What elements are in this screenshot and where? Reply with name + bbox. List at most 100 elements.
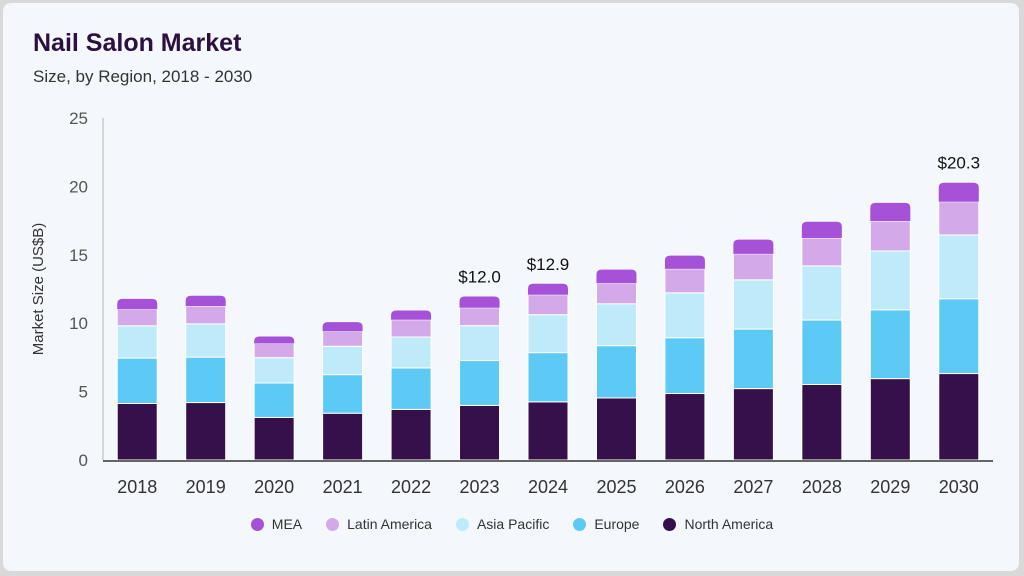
bar-segment-asia-pacific [869,250,911,311]
bar-segment-europe [527,352,569,403]
x-tick-label: 2029 [870,477,910,497]
bar-segment-mea [801,221,842,238]
bar-segment-asia-pacific [390,336,432,369]
bar-segment-asia-pacific [938,234,980,300]
bar-segment-europe [801,319,843,385]
x-tick-label: 2022 [391,477,431,497]
bar-segment-asia-pacific [459,325,501,362]
y-tick-label: 25 [69,109,88,128]
bar-segment-latin-america [869,220,911,252]
bar-segment-asia-pacific [527,314,569,354]
x-tick-label: 2026 [665,477,705,497]
bar-segment-europe [459,360,501,406]
y-axis-label: Market Size (US$B) [30,223,47,356]
bar-segment-mea [733,239,774,254]
bar-segment-asia-pacific [732,279,774,330]
bar-segment-mea [938,182,979,202]
bar-segment-north-america [390,408,432,461]
legend-label: Europe [594,516,640,532]
bar-segment-mea [391,310,432,320]
bar-segment-north-america [185,402,227,461]
bar-segment-mea [459,296,500,308]
legend-swatch [250,517,264,531]
bar-segment-latin-america [938,201,980,236]
bar-segment-mea [185,295,226,306]
bar-segment-north-america [869,378,911,461]
x-tick-label: 2018 [117,477,157,497]
y-tick-label: 20 [69,177,88,196]
bar-segment-mea [254,336,295,344]
bar-segment-north-america [459,404,501,461]
chart-card: Nail Salon Market Size, by Region, 2018 … [3,3,1019,571]
legend-label: MEA [271,516,303,532]
x-tick-label: 2027 [733,477,773,497]
y-tick-label: 15 [69,246,88,265]
bar-segment-latin-america [801,237,843,267]
bar-segment-north-america [938,373,980,461]
bar-segment-europe [390,367,432,410]
legend-swatch [663,517,677,531]
legend-swatch [573,517,587,531]
bar-segment-north-america [116,403,158,461]
bar-segment-north-america [732,388,774,461]
x-tick-label: 2023 [460,477,500,497]
bar-segment-north-america [664,393,706,461]
bar-segment-europe [938,298,980,375]
x-tick-label: 2024 [528,477,568,497]
x-tick-label: 2028 [802,477,842,497]
bar-segment-asia-pacific [185,323,227,358]
legend-label: North America [684,516,774,532]
bar-segment-latin-america [253,342,295,359]
legend-item: North America [663,516,773,532]
legend-item: Latin America [326,516,432,532]
bar-segment-latin-america [527,294,569,316]
bar-segment-north-america [253,416,295,461]
legend-swatch [326,517,340,531]
bar-segment-europe [732,328,774,390]
data-label: $20.3 [937,154,980,173]
legend-item: Europe [573,516,639,532]
bar-segment-latin-america [732,253,774,281]
bar-segment-asia-pacific [322,345,364,376]
bar-segment-europe [116,357,158,405]
legend-label: Latin America [347,516,432,532]
x-tick-label: 2021 [323,477,363,497]
bar-segment-latin-america [322,330,364,347]
bar-segment-north-america [801,383,843,461]
legend-item: MEA [250,516,303,532]
data-label: $12.9 [527,255,570,274]
bar-segment-europe [253,382,295,418]
bar-segment-latin-america [390,319,432,338]
y-tick-label: 10 [69,314,88,333]
legend-item: Asia Pacific [455,516,550,532]
bar-segment-latin-america [185,305,227,325]
bar-segment-latin-america [459,307,501,327]
x-tick-label: 2019 [186,477,226,497]
legend: MEA Latin America Asia Pacific Europe North … [0,516,1024,532]
bar-segment-mea [528,283,568,295]
x-tick-label: 2030 [939,477,979,497]
x-tick-label: 2025 [596,477,636,497]
bar-segment-europe [595,345,637,399]
bar-segment-mea [596,269,637,284]
legend-label: Asia Pacific [476,516,550,532]
y-tick-label: 5 [79,383,88,402]
bar-segment-europe [664,337,706,395]
x-tick-label: 2020 [254,477,294,497]
chart-subtitle: Size, by Region, 2018 - 2030 [33,67,253,86]
bar-segment-latin-america [116,308,158,327]
bar-segment-europe [322,374,364,414]
bar-segment-europe [185,356,227,404]
bar-segment-mea [117,298,158,310]
data-label: $12.0 [458,268,501,287]
bar-segment-mea [870,202,911,222]
bar-segment-asia-pacific [253,357,295,384]
bar-segment-latin-america [664,268,706,294]
bar-segment-north-america [595,397,637,461]
bar-segment-asia-pacific [595,303,637,347]
bar-segment-asia-pacific [664,292,706,339]
legend-swatch [455,517,469,531]
bar-segment-europe [869,309,911,380]
bar-segment-north-america [527,401,569,461]
